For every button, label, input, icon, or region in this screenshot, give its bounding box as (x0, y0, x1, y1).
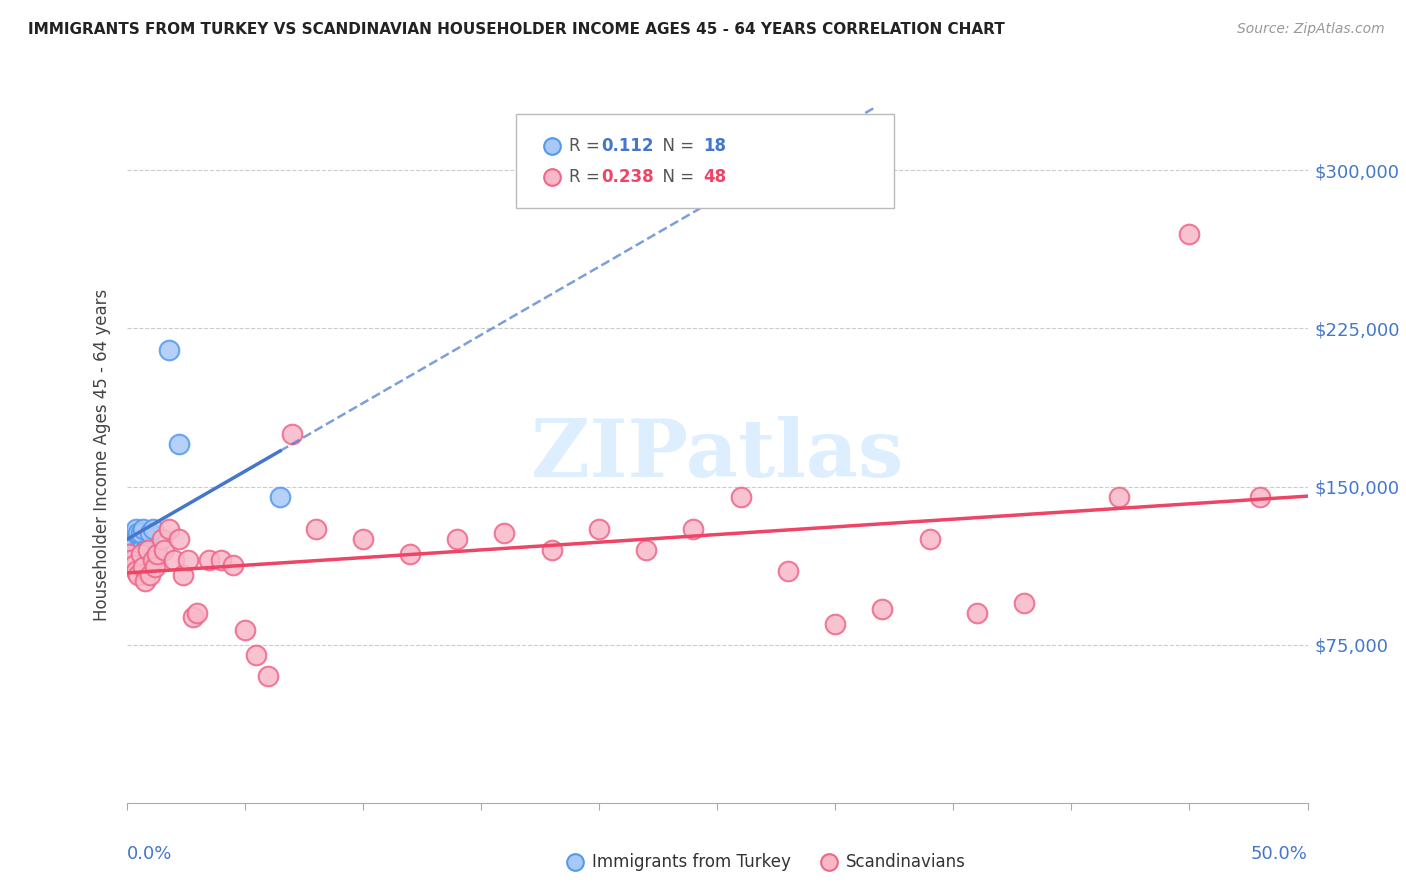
Point (146, 547, 169, 561)
Point (209, 553, 232, 567)
FancyBboxPatch shape (516, 114, 894, 208)
Point (143, 559, 166, 574)
Point (776, 564, 799, 578)
Y-axis label: Householder Income Ages 45 - 64 years: Householder Income Ages 45 - 64 years (93, 289, 111, 621)
Point (540, 542, 562, 557)
Point (129, 525, 152, 540)
Point (127, 542, 149, 557)
Text: N =: N = (652, 137, 699, 155)
Point (257, 669, 280, 683)
Point (167, 533, 190, 547)
Point (125, 522, 148, 536)
Point (446, 533, 468, 547)
Point (181, 610, 204, 624)
Point (872, 602, 894, 616)
Point (129, 547, 152, 561)
Point (157, 343, 180, 357)
Point (824, 616, 846, 631)
Point (139, 568, 162, 582)
Text: R =: R = (569, 137, 606, 155)
Text: IMMIGRANTS FROM TURKEY VS SCANDINAVIAN HOUSEHOLDER INCOME AGES 45 - 64 YEARS COR: IMMIGRANTS FROM TURKEY VS SCANDINAVIAN H… (28, 22, 1005, 37)
Text: ZIPatlas: ZIPatlas (531, 416, 903, 494)
Point (118, 547, 141, 561)
Point (198, 553, 221, 567)
Point (269, 490, 291, 504)
Point (153, 542, 176, 557)
Point (588, 522, 610, 536)
Point (494, 525, 516, 540)
Point (1178, 227, 1201, 241)
Point (730, 490, 752, 504)
Point (233, 623, 256, 637)
Text: 48: 48 (703, 168, 725, 186)
Point (141, 553, 163, 567)
Point (966, 606, 988, 620)
Point (118, 553, 141, 567)
Point (918, 533, 941, 547)
Point (150, 533, 173, 547)
Point (120, 553, 142, 567)
Point (245, 648, 267, 663)
Point (1108, 490, 1130, 504)
Point (120, 533, 142, 547)
Point (177, 553, 200, 567)
Point (136, 542, 159, 557)
Point (125, 564, 148, 578)
Text: 0.0%: 0.0% (127, 845, 172, 863)
Point (163, 553, 186, 567)
Text: 0.238: 0.238 (602, 168, 654, 186)
Point (134, 574, 156, 589)
Text: 0.112: 0.112 (602, 137, 654, 155)
Point (146, 547, 169, 561)
Point (127, 568, 149, 582)
Text: 18: 18 (703, 137, 725, 155)
Point (125, 525, 148, 540)
Point (304, 522, 326, 536)
Point (134, 542, 156, 557)
Point (129, 542, 152, 557)
Text: Source: ZipAtlas.com: Source: ZipAtlas.com (1237, 22, 1385, 37)
Text: Immigrants from Turkey: Immigrants from Turkey (592, 853, 790, 871)
Point (682, 522, 704, 536)
Point (139, 525, 162, 540)
Point (222, 558, 245, 572)
Point (122, 558, 145, 572)
Point (186, 606, 208, 620)
Point (132, 522, 155, 536)
Point (127, 525, 149, 540)
Text: Scandinavians: Scandinavians (846, 853, 966, 871)
Point (352, 533, 374, 547)
Text: N =: N = (652, 168, 699, 186)
Point (1249, 490, 1271, 504)
Point (141, 522, 163, 536)
Point (281, 426, 304, 441)
Point (132, 559, 155, 574)
Point (1012, 595, 1035, 609)
Point (136, 553, 159, 567)
Point (172, 568, 194, 582)
Point (636, 542, 658, 557)
Text: 50.0%: 50.0% (1251, 845, 1308, 863)
Point (122, 533, 145, 547)
Point (132, 553, 155, 567)
Point (157, 522, 180, 536)
Point (399, 547, 422, 561)
Text: R =: R = (569, 168, 606, 186)
Point (167, 437, 190, 451)
